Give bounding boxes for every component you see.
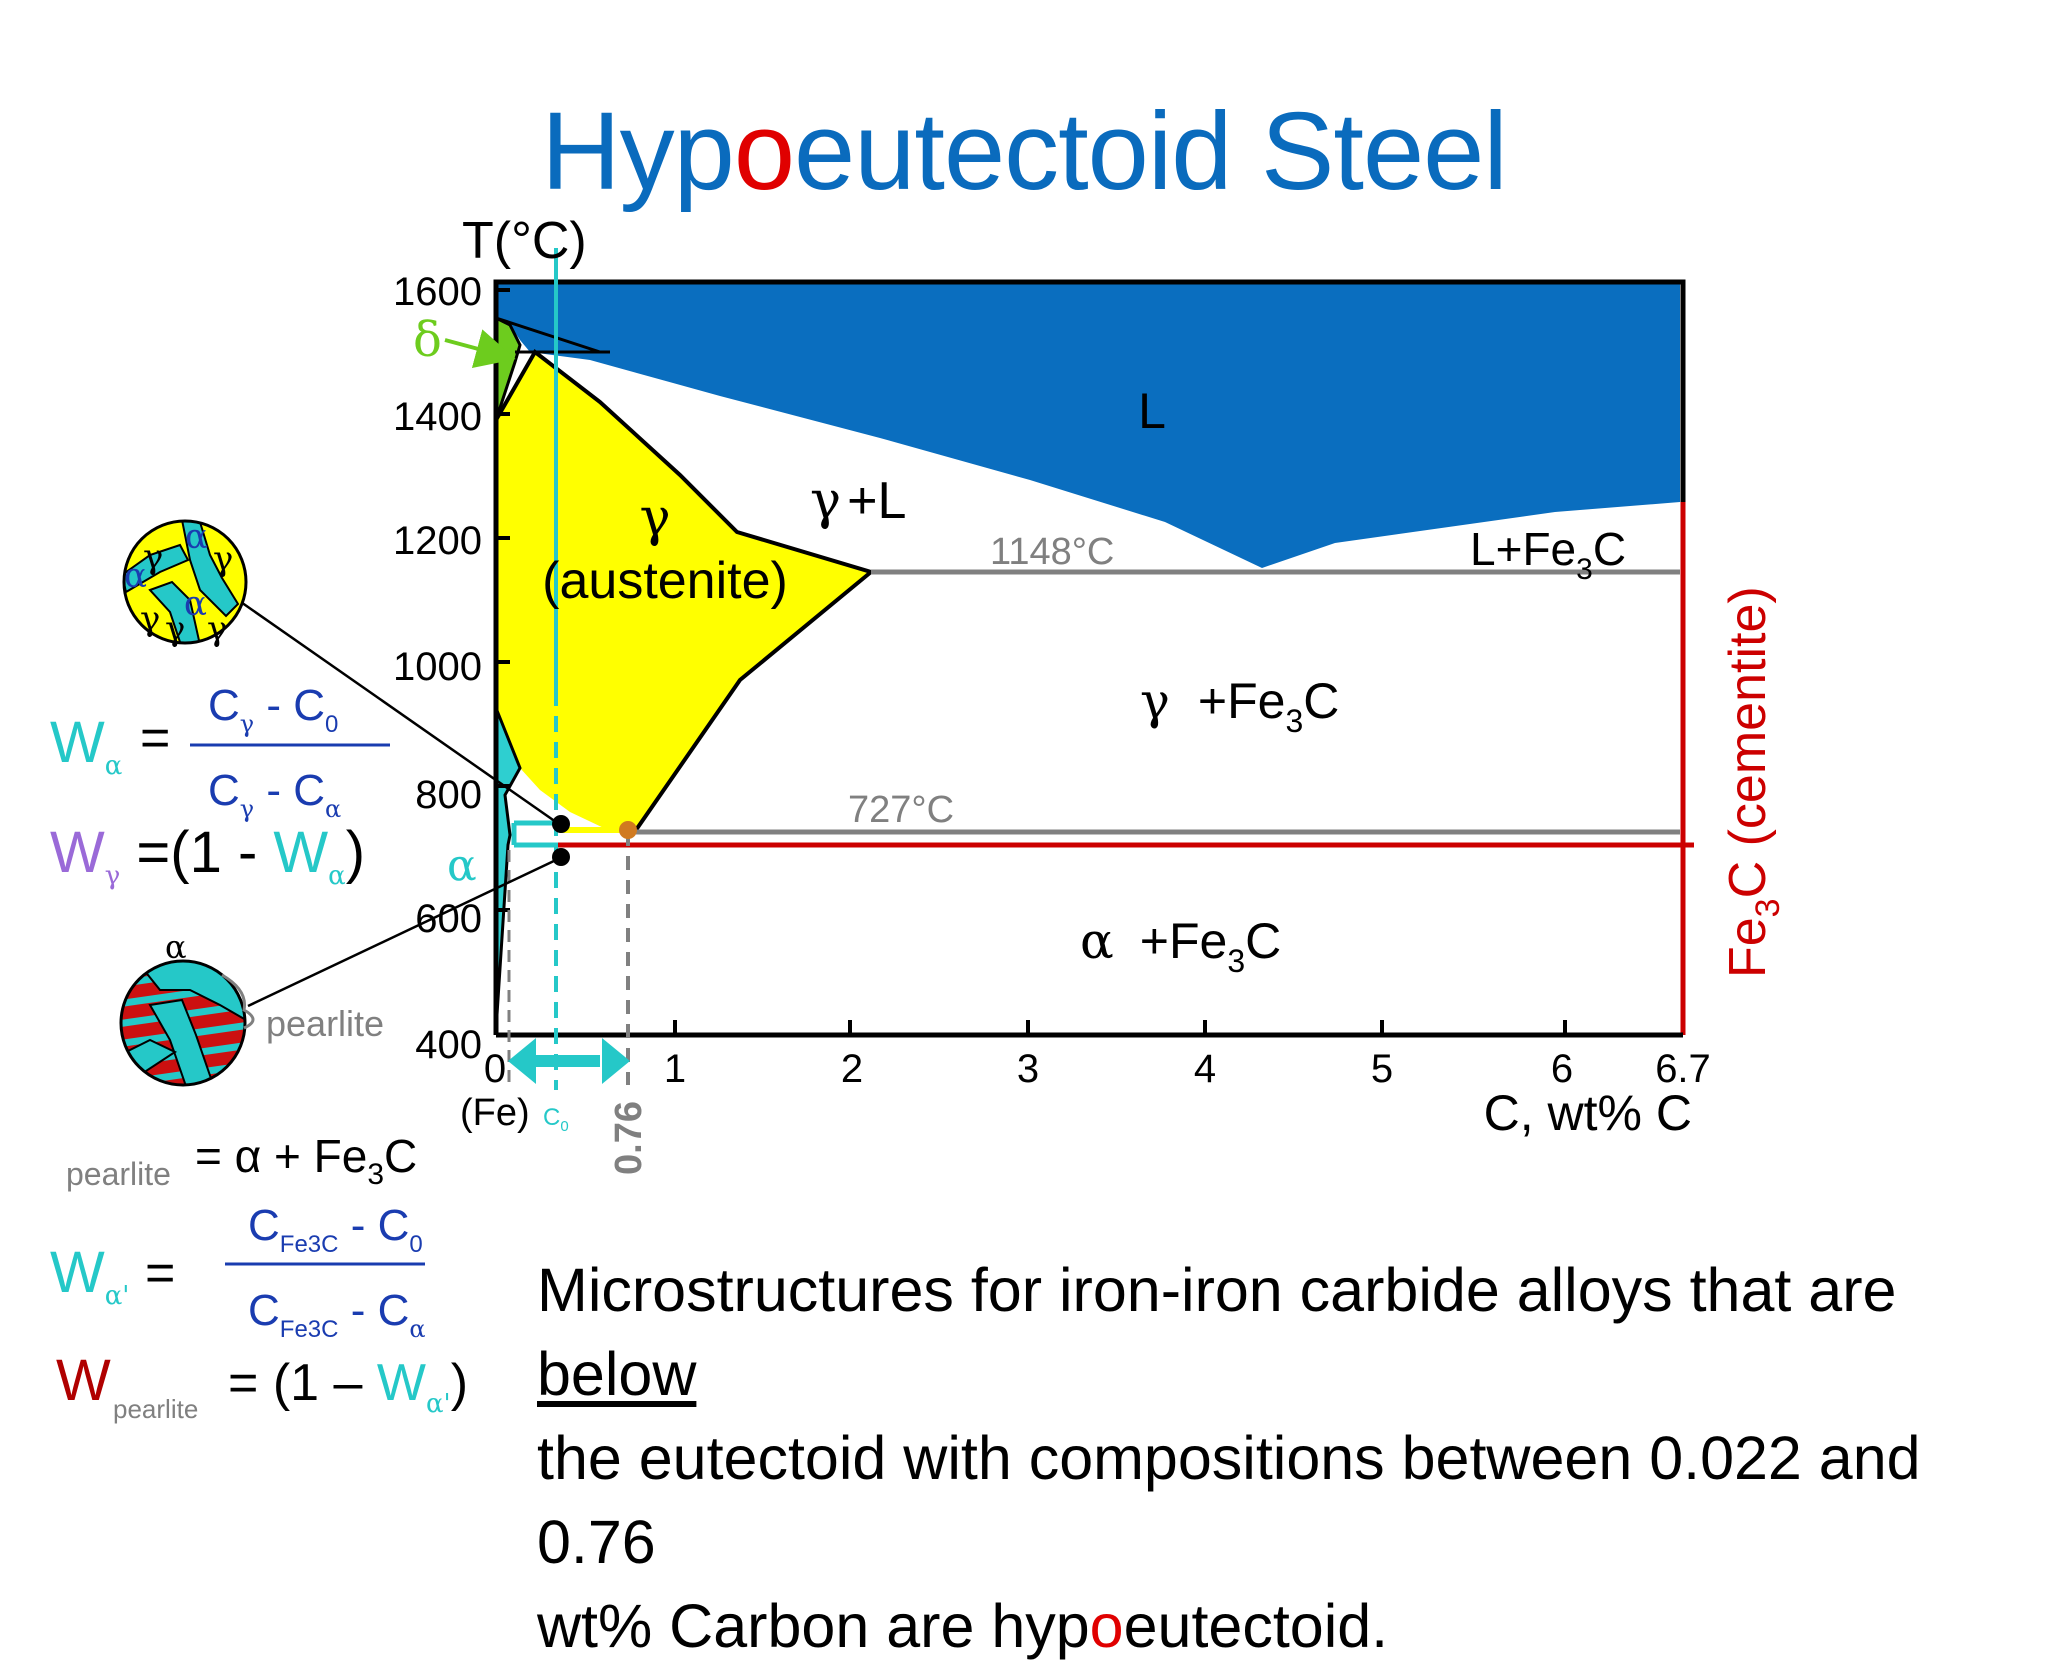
micro-bottom-alpha: α — [165, 928, 187, 966]
leader-bottom — [247, 858, 557, 1008]
x-tick-5: 5 — [1371, 1047, 1393, 1091]
fe-origin-label: (Fe) — [460, 1092, 530, 1134]
y-tick-1200: 1200 — [393, 519, 482, 563]
microstructure-austenite: γ α γ α γ α γ γ — [122, 517, 248, 649]
svg-text:Wα: Wα — [50, 710, 122, 781]
svg-text:Wα': Wα' — [50, 1240, 129, 1311]
point-below-eutectoid — [552, 848, 570, 866]
statement-line-3: wt% Carbon are hypoeutectoid. — [537, 1592, 1389, 1660]
liquid-region — [496, 282, 1680, 568]
cementite-label: Fe3C (cementite) — [1719, 586, 1787, 978]
gamma-plus-cementite-label: γ +Fe3C — [1140, 672, 1339, 739]
formula-w-alpha: Wα = Cγ - C0 Cγ - Cα — [50, 681, 390, 823]
micro-top-label-7: γ — [165, 609, 185, 649]
svg-text:Wγ =(1 - Wα): Wγ =(1 - Wα) — [50, 820, 365, 891]
micro-top-label-0: γ — [143, 537, 163, 577]
x-tick-0: 0 — [484, 1047, 506, 1091]
formula-w-gamma: Wγ =(1 - Wα) — [50, 820, 365, 891]
x-tick-3: 3 — [1017, 1047, 1039, 1091]
delta-arrow — [444, 329, 516, 368]
solidus-line — [495, 316, 601, 354]
c0-double-arrow — [508, 1038, 630, 1084]
point-above-eutectoid — [552, 815, 570, 833]
plot-frame — [493, 279, 1686, 1035]
statement-line-2: the eutectoid with compositions between … — [537, 1424, 1921, 1576]
eutectoid-point — [619, 821, 637, 839]
liquid-plus-cementite-label: L+Fe3C — [1470, 523, 1626, 586]
delta-label: δ — [413, 312, 442, 368]
microstructure-pearlite: α pearlite — [119, 928, 384, 1087]
eutectoid-temp-label: 727°C — [848, 789, 954, 831]
svg-text:pearlite: pearlite — [66, 1156, 171, 1192]
x-tick-6: 6 — [1551, 1047, 1573, 1091]
formula-pearlite-definition: pearlite = α + Fe3C — [66, 1130, 417, 1192]
liquid-label: L — [1138, 383, 1166, 439]
micro-top-label-1: α — [185, 517, 208, 557]
y-tick-400: 400 — [415, 1023, 482, 1067]
svg-text:pearlite: pearlite — [113, 1394, 198, 1424]
x-tick-6-7: 6.7 — [1655, 1047, 1711, 1091]
gamma-plus-liquid-label: γ +L — [810, 471, 906, 531]
svg-text:CFe3C - Cα: CFe3C - Cα — [248, 1286, 426, 1343]
x-tick-4: 4 — [1194, 1047, 1216, 1091]
leader-top — [237, 598, 557, 824]
pearlite-brace — [221, 973, 255, 1030]
x-tick-2: 2 — [841, 1047, 863, 1091]
y-tick-800: 800 — [415, 773, 482, 817]
svg-text:W: W — [56, 1348, 111, 1413]
statement-line-1: Microstructures for iron-iron carbide al… — [537, 1256, 1897, 1408]
eutectoid-comp-label: 0.76 — [608, 1101, 650, 1175]
y-axis-label: T(°C) — [462, 212, 587, 270]
y-tick-600: 600 — [415, 897, 482, 941]
svg-text:Cγ - Cα: Cγ - Cα — [208, 766, 341, 823]
micro-top-label-3: α — [124, 556, 147, 596]
micro-top-label-6: γ — [207, 609, 227, 649]
svg-text:= (1 – Wα'): = (1 – Wα') — [228, 1354, 468, 1419]
y-tick-1600: 1600 — [393, 270, 482, 314]
formula-w-alpha-prime: Wα' = CFe3C - C0 CFe3C - Cα — [50, 1201, 426, 1343]
c0-axis-label: C0 — [543, 1104, 569, 1135]
gamma-label: γ — [639, 488, 670, 548]
svg-text:=: = — [140, 709, 170, 767]
eutectic-temp-label: 1148°C — [990, 531, 1114, 573]
alpha-label: α — [447, 840, 477, 891]
svg-text:= α + Fe3C: = α + Fe3C — [195, 1130, 417, 1191]
alpha-plus-cementite-label: α +Fe3C — [1080, 912, 1281, 979]
austenite-edge — [494, 349, 876, 832]
page-title: Hypoeutectoid Steel — [541, 90, 1508, 213]
formula-w-pearlite: W pearlite = (1 – Wα') — [56, 1348, 468, 1424]
svg-text:CFe3C - C0: CFe3C - C0 — [248, 1201, 423, 1258]
statement-text: Microstructures for iron-iron carbide al… — [537, 1248, 2037, 1668]
x-tick-1: 1 — [664, 1047, 686, 1091]
micro-top-label-2: γ — [213, 539, 233, 579]
x-axis-label: C, wt% C — [1484, 1085, 1692, 1141]
micro-top-label-4: γ — [140, 599, 160, 639]
title-highlight-o: o — [733, 90, 795, 213]
austenite-region — [496, 352, 871, 830]
x-ticks — [673, 1020, 1567, 1035]
x-tick-labels: 0 1 2 3 4 5 6 6.7 — [484, 1047, 1711, 1091]
micro-top-label-5: α — [184, 584, 207, 624]
svg-text:=: = — [145, 1244, 175, 1302]
y-tick-labels: 1600 1400 1200 1000 800 600 400 — [393, 270, 482, 1067]
austenite-label: (austenite) — [542, 552, 788, 610]
pearlite-label: pearlite — [266, 1003, 384, 1044]
svg-text:Cγ - C0: Cγ - C0 — [208, 681, 338, 738]
phase-diagram: T(°C) 1600 1400 1200 1000 800 600 400 0 … — [50, 212, 1787, 1424]
y-tick-1000: 1000 — [393, 645, 482, 689]
cyan-bracket — [511, 820, 558, 848]
statement-underlined-below: below — [537, 1340, 697, 1408]
y-tick-1400: 1400 — [393, 395, 482, 439]
